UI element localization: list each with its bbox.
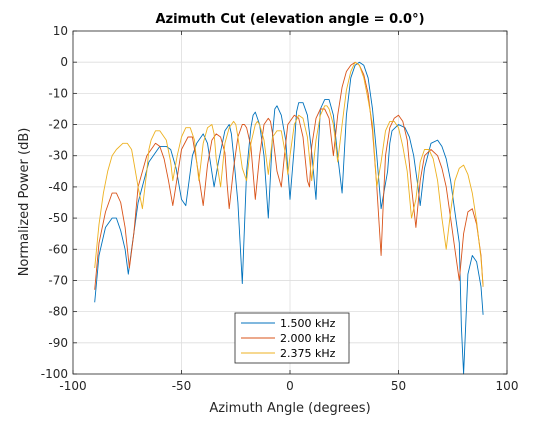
y-tick-label: 0	[60, 55, 68, 69]
y-tick-label: -60	[48, 242, 68, 256]
x-axis-label: Azimuth Angle (degrees)	[209, 401, 370, 416]
ticks-layer: -100 -50 0 50 100100-10-20-30-40-50-60-70-80…	[41, 24, 519, 393]
x-tick-label: -50	[172, 379, 192, 393]
x-tick-label: 0	[286, 379, 294, 393]
y-tick-label: -70	[48, 273, 68, 287]
legend-label: 1.500 kHz	[280, 317, 336, 330]
y-tick-label: -30	[48, 149, 68, 163]
x-tick-label: 50	[391, 379, 406, 393]
series-line-3	[94, 61, 484, 287]
y-tick-label: -20	[48, 118, 68, 132]
y-tick-label: -100	[41, 367, 68, 381]
x-tick-label: 100	[496, 379, 519, 393]
series-line-1	[94, 61, 484, 375]
y-tick-label: 10	[53, 24, 68, 38]
legend-label: 2.375 kHz	[280, 347, 336, 360]
y-tick-label: -10	[48, 86, 68, 100]
series-layer	[94, 61, 484, 375]
legend-label: 2.000 kHz	[280, 332, 336, 345]
y-tick-label: -80	[48, 305, 68, 319]
series-line-2	[94, 61, 484, 290]
chart-title: Azimuth Cut (elevation angle = 0.0°)	[155, 12, 424, 27]
y-tick-label: -50	[48, 211, 68, 225]
legend: 1.500 kHz 2.000 kHz 2.375 kHz	[234, 312, 350, 364]
y-tick-label: -40	[48, 180, 68, 194]
y-axis-label: Normalized Power (dB)	[17, 128, 32, 277]
y-tick-label: -90	[48, 336, 68, 350]
x-tick-label: -100	[59, 379, 86, 393]
